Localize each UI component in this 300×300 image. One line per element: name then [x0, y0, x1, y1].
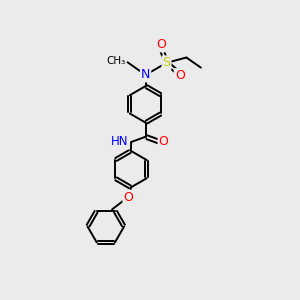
Text: O: O	[123, 191, 133, 204]
Text: O: O	[159, 136, 168, 148]
Text: N: N	[141, 68, 150, 81]
Text: S: S	[163, 56, 170, 69]
Text: HN: HN	[111, 136, 129, 148]
Text: O: O	[156, 38, 166, 51]
Text: CH₃: CH₃	[106, 56, 125, 66]
Text: O: O	[175, 69, 184, 82]
